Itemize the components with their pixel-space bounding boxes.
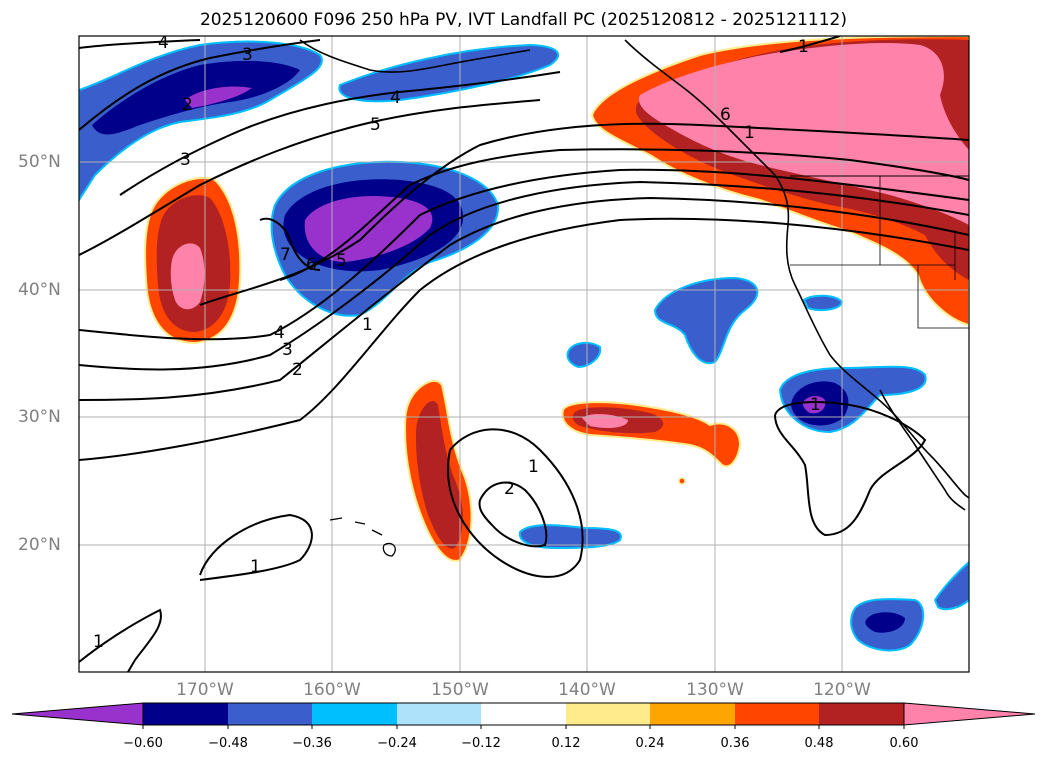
coastline-baja [879,389,966,511]
island-hawaii [329,517,396,557]
contour-label: 6 [306,255,317,275]
colorbar-tick-label: 0.60 [889,736,919,751]
colorbar-tick-label: −0.24 [377,736,417,751]
contour-label: 1 [744,123,755,143]
coastline-alaska [299,39,531,73]
contour-pv-2-south [79,196,969,401]
boundary-states [790,176,969,329]
colorbar-segment [735,703,819,725]
contour-label: 5 [370,115,381,135]
pv-negative-small-east [566,341,602,369]
lon-label-160w: 160°W [303,680,361,700]
colorbar-segment [481,703,566,725]
colorbar-segment [397,703,481,725]
coastlines [299,39,969,557]
pv-core-northwest [185,86,252,108]
contour-label: 3 [180,150,191,170]
contour-label: 1 [528,457,539,477]
lat-label-20n: 20°N [18,535,61,555]
lon-label-120w: 120°W [813,680,871,700]
colorbar-segment [819,703,904,725]
colorbar-segment [566,703,650,725]
pv-core-positive-west [170,243,205,310]
colorbar-tick-label: 0.48 [804,736,834,751]
colorbar-tick-label: −0.48 [208,736,248,751]
colorbar-frame [142,702,905,726]
lon-label-130w: 130°W [686,680,744,700]
contour-label: 1 [798,37,809,57]
contour-pv-2-central-loop [478,481,548,548]
contour-label: 1 [250,557,261,577]
map-frame [78,35,970,673]
contour-pv-1-south [79,217,969,461]
lat-label-40n: 40°N [18,280,61,300]
contour-pv-7 [259,217,321,271]
colorbar-tick-label: −0.36 [292,736,332,751]
contour-label: 6 [720,105,731,125]
contour-label: 1 [810,395,821,415]
colorbar-segment [143,703,228,725]
pv-anomaly-fill [79,36,969,652]
contour-pv-4-north [79,39,201,49]
contour-pv-1-central-loop [447,428,584,578]
pv-negative-strip-north [338,43,560,103]
contour-pv-3-north [79,39,321,131]
colorbar-tick-label: 0.36 [720,736,750,751]
contour-label: 2 [504,479,515,499]
colorbar-tick-label: 0.12 [551,736,581,751]
pv-positive-dot [678,477,686,485]
colorbar-tick-label: −0.60 [123,736,163,751]
contour-label: 4 [274,323,285,343]
contour-label: 2 [292,360,303,380]
pv-contours [79,36,969,672]
contour-label: 1 [93,632,104,652]
pv-negative-region-east [653,276,759,365]
contour-pv-1-sw-loop [199,513,313,581]
colorbar [11,702,1036,729]
contour-label: 2 [182,95,193,115]
lon-label-140w: 140°W [558,680,616,700]
colorbar-tick-label: 0.24 [635,736,665,751]
pv-core-positive-northeast [638,42,969,225]
pv-core-positive-subtropical [582,414,628,428]
colorbar-extend-min [11,702,144,726]
pv-core-negative-baja [802,396,826,414]
colorbar-segment [312,703,397,725]
lat-label-50n: 50°N [18,152,61,172]
colorbar-segment [650,703,735,725]
contour-pv-4-south [79,168,969,341]
contour-label: 4 [390,88,401,108]
pv-negative-region-southeast-edge [933,560,969,611]
contour-label: 5 [336,251,347,271]
contour-labels: 4 3 2 3 4 5 7 6 5 4 3 2 1 1 6 1 1 2 1 1 … [93,33,821,652]
lon-label-170w: 170°W [176,680,234,700]
contour-pv-1-northeast [779,36,841,53]
contour-pv-4-main [79,99,541,256]
colorbar-tick-marks [142,725,905,729]
contour-label: 7 [280,245,291,265]
pv-strong-positive-south [416,400,463,549]
colorbar-extend-max [903,702,1036,726]
colorbar-segment [228,703,312,725]
pv-negative-coast [802,294,844,311]
contour-pv-3-south [79,180,969,371]
contour-pv-1-baja-loop [774,401,927,537]
contour-pv-1-southwest [79,608,162,672]
contour-label: 3 [242,45,253,65]
contour-label: 3 [282,340,293,360]
contour-label: 1 [362,315,373,335]
coastline-north-america [624,39,969,499]
colorbar-tick-label: −0.12 [461,736,501,751]
contour-pv-6 [279,148,969,281]
contour-pv-3-loop [119,71,561,196]
lat-label-30n: 30°N [18,407,61,427]
figure-title: 2025120600 F096 250 hPa PV, IVT Landfall… [199,10,847,30]
pv-core-central [304,196,433,262]
lon-label-150w: 150°W [431,680,489,700]
contour-label: 4 [158,33,169,53]
pv-strong-negative-southeast [865,612,905,633]
